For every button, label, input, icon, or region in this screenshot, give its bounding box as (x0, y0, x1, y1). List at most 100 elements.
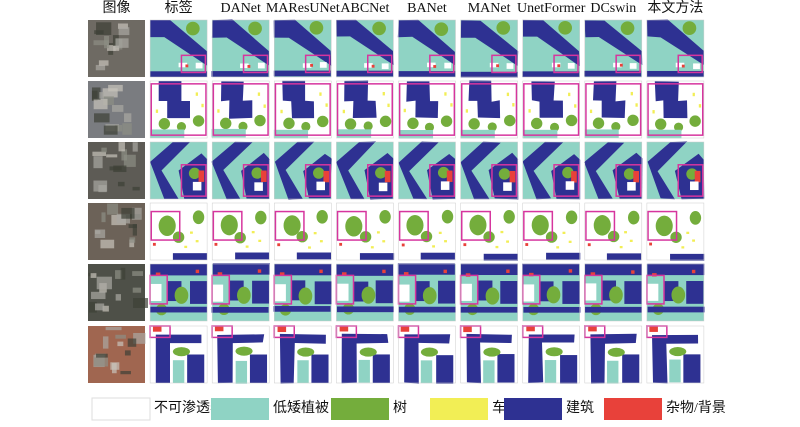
photo-texture (129, 239, 135, 248)
region (257, 92, 261, 96)
region (254, 182, 263, 191)
cell-border (149, 80, 208, 139)
region (211, 128, 246, 138)
cell-border (336, 202, 394, 261)
region (646, 70, 704, 77)
region (198, 170, 205, 182)
tree-region (441, 209, 454, 224)
building-region (336, 19, 394, 66)
region (150, 283, 162, 302)
region (522, 284, 535, 302)
region (214, 242, 218, 246)
photo-texture (121, 149, 128, 161)
building-region (522, 141, 564, 200)
cell (273, 19, 332, 78)
region (247, 65, 251, 68)
column-header: UnetFormer (517, 1, 586, 16)
column-header: DCswin (590, 1, 636, 16)
cell (149, 80, 208, 139)
region (370, 246, 374, 249)
highlight-box (491, 164, 518, 197)
region (686, 231, 690, 235)
region (568, 240, 572, 243)
region (681, 64, 685, 68)
region (155, 272, 161, 276)
cell (273, 325, 332, 384)
tree-region (379, 115, 392, 128)
cell-border (460, 19, 518, 78)
region (195, 269, 200, 274)
legend-swatch (331, 398, 389, 420)
highlight-box (523, 83, 580, 136)
tree-region (558, 20, 573, 35)
region (217, 109, 220, 113)
cell-border (398, 19, 456, 78)
region (584, 129, 619, 139)
tree-region (469, 214, 487, 236)
region (187, 354, 205, 383)
photo-texture (95, 230, 101, 234)
photo-texture (94, 303, 105, 311)
cell-border (584, 141, 643, 200)
region (249, 354, 268, 384)
tree-region (609, 286, 623, 304)
region (512, 103, 515, 107)
region (190, 231, 193, 234)
region (669, 359, 681, 383)
building-region (341, 333, 389, 384)
cell-border (522, 263, 580, 322)
photo-texture (89, 301, 97, 313)
region (483, 253, 518, 261)
tree-region (237, 286, 251, 304)
region (522, 71, 580, 78)
cell (460, 141, 519, 200)
cell (459, 263, 518, 322)
cell-border (646, 19, 705, 78)
region (574, 104, 577, 108)
region (251, 231, 255, 234)
building-region (584, 20, 643, 66)
region (588, 325, 597, 332)
cell (522, 19, 580, 78)
cell-border (522, 80, 580, 139)
region (308, 246, 311, 249)
region (342, 109, 345, 114)
building-region (466, 333, 512, 384)
region (631, 270, 635, 274)
region (297, 360, 309, 384)
tree-region (220, 214, 238, 236)
region (681, 246, 685, 249)
region (381, 63, 389, 70)
region (311, 354, 329, 384)
cell (336, 202, 395, 261)
cell (584, 80, 643, 139)
photo-texture (107, 45, 120, 51)
region (460, 283, 472, 301)
tree-region (254, 114, 266, 127)
region (647, 263, 705, 276)
legend-label: 建筑 (566, 400, 594, 416)
region (613, 62, 622, 68)
region (503, 182, 512, 191)
region (443, 269, 447, 274)
photo-texture (94, 113, 110, 123)
tree-region (359, 347, 377, 357)
photo-texture (113, 165, 127, 173)
cell (88, 81, 145, 138)
tree-region (545, 347, 563, 357)
region (692, 239, 695, 242)
region (506, 240, 510, 243)
region (649, 326, 658, 332)
region (546, 252, 581, 260)
tree-region (172, 231, 185, 243)
cell-border (646, 141, 705, 200)
cell (646, 19, 705, 78)
legend-swatch (604, 398, 662, 420)
region (323, 170, 330, 183)
region (683, 354, 701, 383)
highlight-box (212, 210, 243, 241)
highlight-box (242, 164, 269, 197)
highlight-box (647, 83, 704, 136)
cell (88, 20, 145, 77)
tree-region (174, 286, 189, 304)
